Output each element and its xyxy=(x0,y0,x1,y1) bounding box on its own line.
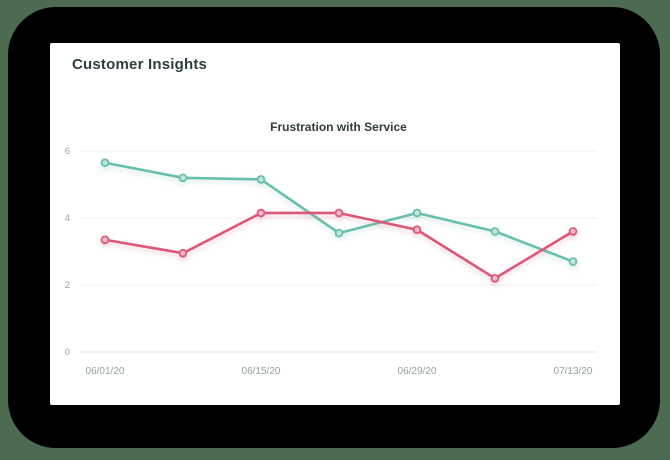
x-tick-label: 07/13/20 xyxy=(554,366,593,377)
y-tick-label: 4 xyxy=(65,213,70,224)
teal-series-data-point-marker xyxy=(334,228,344,238)
red-series-data-point-marker xyxy=(256,208,266,218)
teal-series-data-point-marker xyxy=(100,158,110,168)
y-tick-label: 0 xyxy=(65,347,70,358)
teal-series-marker-back xyxy=(101,159,109,167)
red-series-data-point-marker xyxy=(178,248,188,258)
teal-series-marker-back xyxy=(257,176,265,183)
teal-series-marker-back xyxy=(413,209,421,217)
red-series-marker-back xyxy=(569,228,577,235)
customer-insights-card: Customer Insights Frustration with Servi… xyxy=(50,43,620,405)
teal-series-data-point-marker xyxy=(412,208,422,218)
red-series-marker-back xyxy=(491,274,499,282)
red-series-line xyxy=(103,211,575,280)
teal-series-data-point-marker xyxy=(568,257,578,266)
red-series-marker-back xyxy=(335,209,343,217)
y-tick-label: 2 xyxy=(65,280,70,291)
red-series-data-point-marker xyxy=(412,225,422,235)
teal-series-marker-back xyxy=(179,174,187,182)
red-series-data-point-marker xyxy=(568,227,578,236)
red-series-data-point-marker xyxy=(490,274,500,283)
teal-series-marker-back xyxy=(569,258,577,265)
red-series-marker-back xyxy=(257,209,265,217)
x-tick-label: 06/15/20 xyxy=(242,366,281,377)
red-series-data-point-marker xyxy=(334,208,344,218)
x-tick-label: 06/01/20 xyxy=(86,366,125,377)
red-series-data-point-marker xyxy=(100,235,110,245)
y-tick-label: 6 xyxy=(65,146,70,157)
red-series-group xyxy=(100,208,578,283)
red-series-marker-back xyxy=(101,236,109,244)
teal-series-group xyxy=(100,158,578,266)
red-series-marker-back xyxy=(413,226,421,234)
teal-series-marker-back xyxy=(491,228,499,235)
teal-series-marker-back xyxy=(335,229,343,237)
teal-series-data-point-marker xyxy=(256,175,266,184)
teal-series-data-point-marker xyxy=(490,227,500,236)
frustration-line-chart: 0 2 4 6 06/01/20 06/15/20 06/29/20 07/13/20 xyxy=(65,146,597,377)
red-series-marker-back xyxy=(179,249,187,257)
teal-series-data-point-marker xyxy=(178,173,188,183)
x-tick-label: 06/29/20 xyxy=(398,366,437,377)
card-title: Customer Insights xyxy=(72,56,208,73)
chart-title: Frustration with Service xyxy=(270,120,407,134)
